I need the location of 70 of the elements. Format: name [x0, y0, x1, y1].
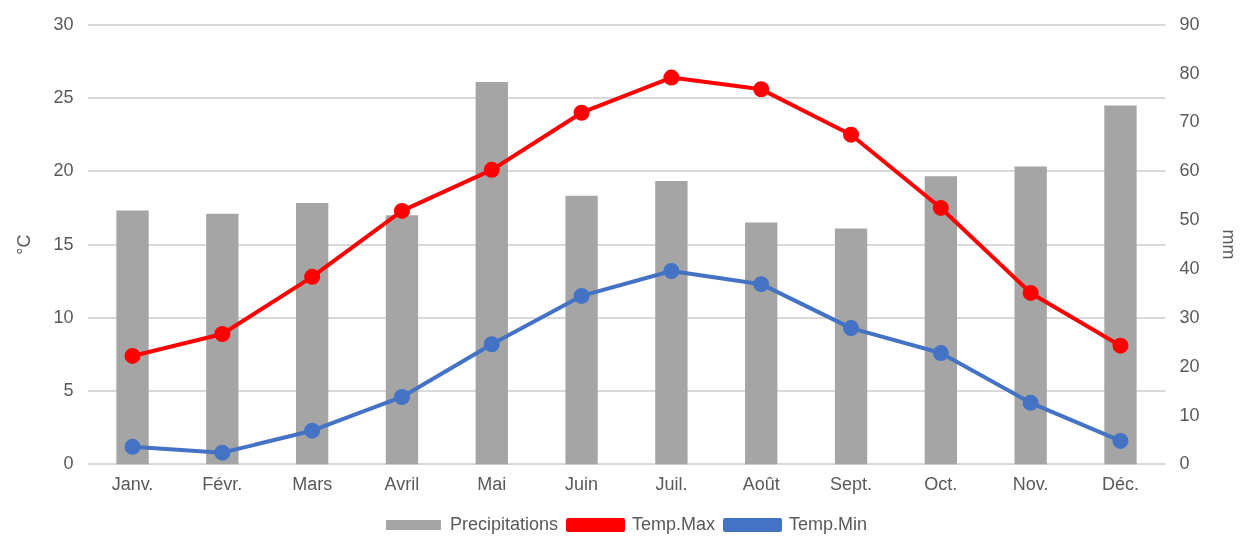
- y2-axis-title: mm: [1219, 229, 1240, 260]
- y2-tick-label: 40: [1179, 257, 1200, 278]
- point: [663, 69, 680, 86]
- point: [1112, 432, 1129, 449]
- x-tick-label: Juin: [565, 474, 599, 495]
- bar: [1014, 166, 1047, 465]
- bar: [924, 176, 958, 465]
- point: [214, 444, 231, 461]
- bar: [475, 81, 508, 465]
- y2-tick-label: 30: [1179, 306, 1200, 327]
- bar: [385, 215, 419, 465]
- point: [932, 345, 949, 362]
- point: [214, 325, 231, 342]
- x-tick-label: Sept.: [830, 474, 873, 495]
- x-tick-label: Nov.: [1012, 474, 1049, 495]
- point: [304, 268, 321, 285]
- x-tick-label: Févr.: [202, 474, 243, 495]
- legend-label: Temp.Max: [632, 513, 716, 534]
- x-tick-label: Oct.: [924, 474, 958, 495]
- x-tick-label: Mars: [292, 474, 333, 495]
- y2-tick-label: 60: [1179, 160, 1200, 181]
- y-tick-label: 30: [53, 13, 74, 34]
- y2-tick-label: 80: [1179, 62, 1200, 83]
- point: [663, 262, 680, 279]
- point: [1022, 394, 1039, 411]
- y2-tick-label: 10: [1179, 404, 1200, 425]
- x-tick-label: Août: [742, 474, 780, 495]
- y2-tick-label: 70: [1179, 111, 1200, 132]
- point: [124, 438, 141, 455]
- bar: [1104, 105, 1137, 465]
- y-tick-label: 5: [63, 380, 74, 401]
- y-tick-label: 15: [53, 233, 74, 254]
- y-tick-label: 0: [63, 453, 74, 474]
- x-tick-label: Juil.: [655, 474, 688, 495]
- bar: [834, 228, 868, 465]
- point: [843, 126, 860, 143]
- point: [1022, 284, 1039, 301]
- bar: [655, 181, 688, 465]
- x-tick-label: Avril: [384, 474, 420, 495]
- point: [393, 202, 410, 219]
- point: [573, 287, 590, 304]
- y2-tick-label: 0: [1179, 453, 1190, 474]
- point: [393, 389, 410, 405]
- y-tick-label: 10: [53, 306, 74, 327]
- point: [483, 336, 500, 353]
- point: [304, 422, 321, 439]
- point: [573, 104, 590, 121]
- bar: [745, 222, 778, 465]
- x-tick-label: Déc.: [1101, 474, 1139, 495]
- legend-label: Precipitations: [449, 513, 559, 534]
- y-tick-label: 20: [53, 160, 74, 181]
- point: [843, 320, 860, 337]
- bar: [206, 213, 239, 465]
- point: [753, 81, 770, 98]
- point: [124, 347, 141, 364]
- x-tick-label: Mai: [477, 474, 507, 495]
- y-tick-label: 25: [53, 87, 74, 108]
- y2-tick-label: 90: [1179, 13, 1200, 34]
- y-axis-title: °C: [13, 234, 34, 255]
- y2-tick-label: 50: [1179, 209, 1200, 230]
- point: [753, 276, 770, 293]
- point: [483, 161, 500, 178]
- bar: [565, 195, 598, 465]
- legend-label: Temp.Min: [789, 513, 868, 534]
- point: [1112, 337, 1129, 354]
- point: [932, 199, 949, 216]
- y2-tick-label: 20: [1179, 355, 1200, 376]
- bar: [116, 210, 149, 465]
- bar: [295, 203, 329, 465]
- x-tick-label: Janv.: [111, 474, 154, 495]
